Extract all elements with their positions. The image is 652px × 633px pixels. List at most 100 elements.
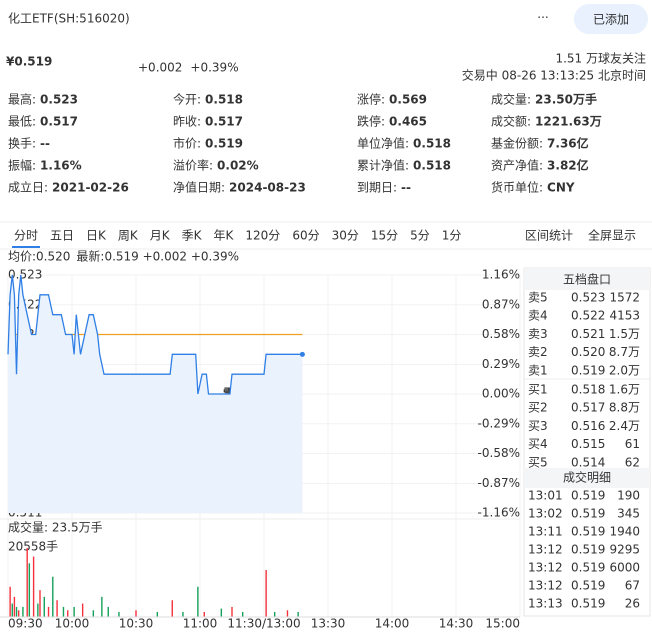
volume-bar	[9, 586, 11, 617]
volume-bar	[118, 611, 120, 617]
legend-entry: 最新:0.519 +0.002 +0.39%	[76, 249, 239, 264]
stat-label: 货币单位:	[491, 180, 543, 195]
trade-price: 0.519	[571, 561, 605, 575]
volume-bar	[67, 610, 69, 617]
tab[interactable]: 日K	[86, 229, 107, 243]
trade-price: 0.519	[571, 525, 605, 539]
level-qty: 1.5万	[609, 327, 640, 341]
stat-value: 7.36亿	[547, 136, 589, 151]
panel-header	[524, 268, 650, 290]
tab-action[interactable]: 全屏显示	[588, 228, 636, 243]
y2-tick-label: -0.87%	[478, 476, 520, 490]
tab[interactable]: 1分	[442, 229, 462, 243]
stat-label: 到期日:	[357, 181, 397, 195]
level-price: 0.519	[571, 363, 605, 377]
volume-bar	[220, 608, 223, 617]
y2-tick-label: 0.87%	[482, 297, 520, 311]
trade-qty: 190	[617, 489, 640, 503]
last-point	[299, 351, 305, 357]
tab[interactable]: 120分	[245, 229, 280, 243]
stat-label: 资产净值:	[491, 158, 543, 173]
stat-label: 净值日期:	[173, 180, 225, 195]
tab[interactable]: 年K	[214, 229, 235, 243]
level-side: 买5	[528, 455, 548, 469]
tab[interactable]: 5分	[410, 229, 430, 243]
y2-tick-label: 0.58%	[482, 327, 520, 341]
level-qty: 1.6万	[609, 383, 640, 397]
volume-bar	[156, 611, 159, 617]
trade-price: 0.519	[571, 579, 605, 593]
stat-label: 溢价率:	[173, 158, 213, 173]
title: 化工ETF(SH:516020)	[8, 12, 130, 26]
trade-time: 13:13	[528, 597, 563, 611]
stat-value: 0.523	[40, 93, 78, 107]
panel-title: 成交明细	[563, 470, 611, 485]
stat-label: 最高:	[8, 92, 36, 107]
tab[interactable]: 30分	[332, 229, 359, 243]
y2-tick-label: 1.16%	[482, 268, 520, 282]
volume-bar	[81, 603, 84, 617]
volume-bar	[182, 611, 184, 617]
x-tick-label: 11:30/13:00	[227, 617, 300, 631]
level-price: 0.523	[571, 291, 605, 305]
stat-value: 0.518	[413, 137, 451, 151]
trade-time: 13:12	[528, 543, 563, 557]
tab[interactable]: 五日	[50, 229, 74, 243]
volume-bar	[101, 596, 103, 617]
add-button[interactable]: 已添加	[593, 13, 629, 27]
stat-value: 0.518	[205, 93, 243, 107]
stat-label: 市价:	[173, 136, 201, 151]
tab[interactable]: 季K	[182, 229, 203, 243]
y2-tick-label: 0.00%	[482, 387, 520, 401]
volume-bar	[297, 611, 299, 617]
tab[interactable]: 分时	[14, 229, 38, 243]
stat-label: 成交额:	[491, 114, 531, 129]
legend-entry: 均价:0.520	[8, 250, 70, 264]
panel-header	[524, 468, 650, 488]
stat-label: 振幅:	[8, 158, 36, 173]
order-panel	[523, 267, 651, 617]
level-qty: 61	[625, 437, 640, 451]
stat-value: 1221.63万	[535, 115, 602, 129]
stat-value: 0.517	[205, 115, 243, 129]
stat-value: CNY	[547, 181, 575, 195]
volume-bar	[39, 590, 41, 617]
price-line	[7, 274, 303, 395]
status: 交易中 08-26 13:13:25 北京时间	[462, 68, 646, 83]
stat-label: 跌停:	[357, 114, 385, 129]
tab[interactable]: 60分	[292, 229, 319, 243]
trade-qty: 1940	[609, 525, 640, 539]
y2-tick-label: -1.16%	[478, 506, 520, 520]
tab[interactable]: 月K	[150, 229, 171, 243]
tab[interactable]: 周K	[118, 229, 139, 243]
level-side: 卖4	[528, 309, 548, 323]
level-side: 卖2	[528, 345, 548, 359]
level-price: 0.517	[571, 401, 605, 415]
stat-value: 2021-02-26	[52, 181, 129, 195]
stat-label: 涨停:	[357, 92, 385, 107]
trade-qty: 9295	[609, 543, 640, 557]
volume-bar	[265, 570, 267, 617]
tab[interactable]: 15分	[371, 229, 398, 243]
volume-bar	[171, 600, 173, 617]
x-tick-label: 14:30	[439, 617, 474, 631]
volume-bar	[17, 610, 20, 617]
trade-price: 0.519	[571, 543, 605, 557]
volume-bar	[197, 586, 199, 617]
level-side: 卖3	[528, 327, 548, 341]
level-qty: 8.7万	[609, 345, 640, 359]
stat-label: 昨收:	[173, 115, 201, 129]
more-button[interactable]: ···	[537, 11, 548, 25]
volume-bar	[135, 610, 137, 617]
button-bg[interactable]	[574, 4, 648, 34]
x-tick-label: 10:30	[119, 617, 154, 631]
level-side: 买3	[528, 419, 548, 433]
level-qty: 2.0万	[609, 363, 640, 377]
trade-price: 0.519	[571, 489, 605, 503]
tab-underline	[12, 246, 41, 248]
x-tick-label: 09:30	[8, 617, 43, 631]
stat-label: 成交量:	[491, 92, 531, 107]
stat-label: 换手:	[8, 137, 36, 151]
tab-action[interactable]: 区间统计	[525, 229, 573, 243]
